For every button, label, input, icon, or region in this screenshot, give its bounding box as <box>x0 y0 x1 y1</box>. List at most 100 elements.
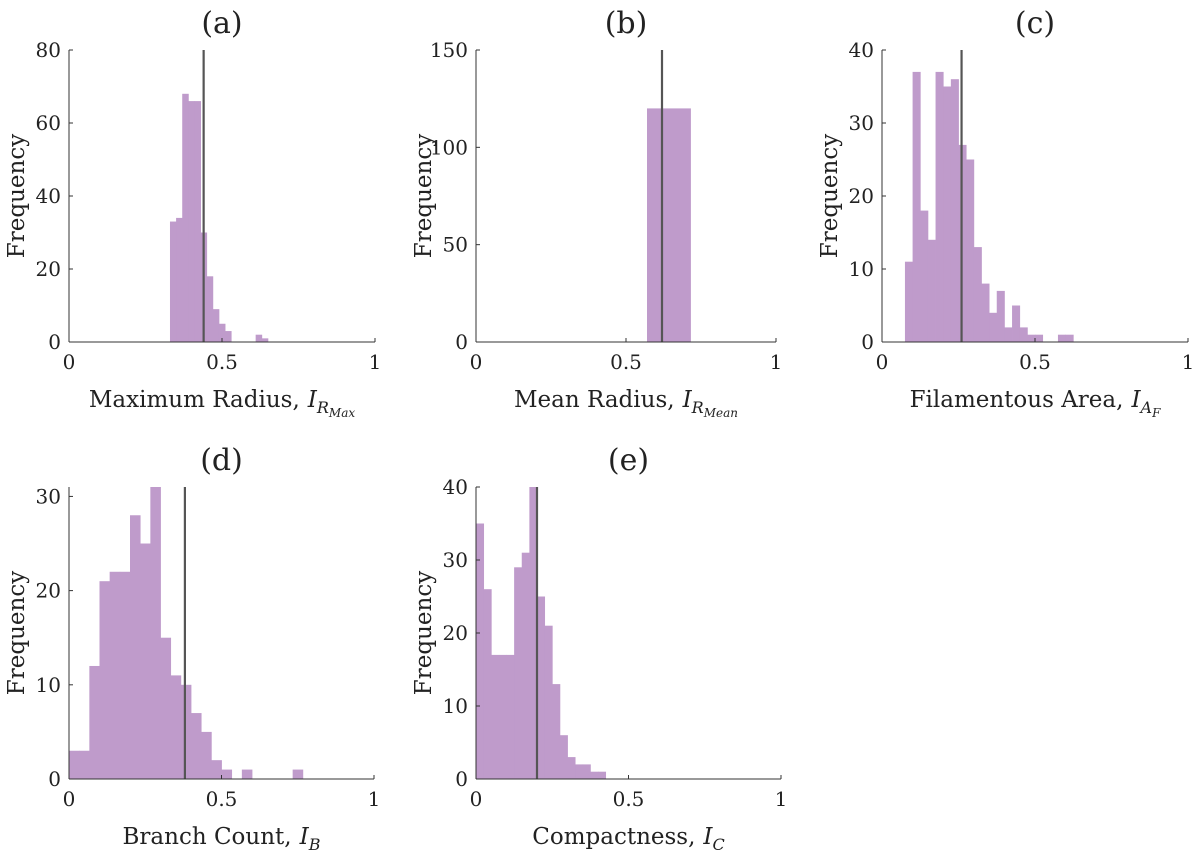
y-tick-label: 10 <box>36 673 61 697</box>
y-tick-label: 0 <box>455 330 468 354</box>
x-axis-label-subscript: A <box>1139 398 1153 417</box>
x-axis-label-symbol: I <box>702 824 713 850</box>
histogram-bar <box>575 764 584 779</box>
panel-a: 0 0.5 1 0 20 40 60 80 (a) Frequency Maximum Radius… <box>4 6 381 420</box>
y-tick-label: 40 <box>443 475 468 499</box>
histogram-bar <box>1057 334 1066 342</box>
x-tick-label: 0.5 <box>613 787 645 811</box>
y-tick-label: 20 <box>443 621 468 645</box>
x-tick-label: 0.5 <box>206 350 238 374</box>
histogram-bar <box>506 654 515 779</box>
histogram-bar <box>89 665 100 779</box>
histogram-bar <box>150 487 161 779</box>
chart-title: (a) <box>201 6 242 41</box>
histogram-bar <box>552 684 561 779</box>
chart-title: (c) <box>1015 6 1055 41</box>
x-axis-label: Branch Count, IB <box>123 824 321 852</box>
x-axis-label: Maximum Radius, IRMax <box>89 387 355 420</box>
histogram-bar <box>996 290 1005 342</box>
y-tick-label: 0 <box>861 330 874 354</box>
x-axis-label-subsubscript: Max <box>328 406 355 420</box>
x-tick-label: 0.5 <box>610 350 642 374</box>
histogram-bar <box>1065 334 1074 342</box>
y-tick-label: 40 <box>36 184 61 208</box>
histogram-bar <box>212 309 220 342</box>
x-tick-label: 0 <box>63 350 76 374</box>
histogram-bar <box>194 101 201 342</box>
histogram-bar <box>912 71 921 343</box>
histogram-bar <box>559 735 568 779</box>
x-axis-label-subscript: R <box>691 398 704 417</box>
y-tick-label: 30 <box>849 111 874 135</box>
histogram-bar <box>966 159 975 342</box>
x-tick-label: 1 <box>1182 350 1193 374</box>
y-tick-label: 150 <box>430 38 468 62</box>
histogram-bar <box>218 323 226 342</box>
histogram-bar <box>498 654 507 779</box>
x-axis-label-subscript: B <box>308 835 321 852</box>
x-axis-label-subscript: C <box>713 835 725 852</box>
histogram-bar <box>206 276 214 342</box>
x-axis-label: Filamentous Area, IAF <box>910 387 1162 420</box>
y-axis-label: Frequency <box>411 571 437 695</box>
x-axis-label-symbol: I <box>307 387 318 413</box>
y-tick-label: 0 <box>48 330 61 354</box>
y-tick-label: 10 <box>443 694 468 718</box>
x-axis-label-symbol: I <box>299 824 310 850</box>
histogram-bar <box>130 515 141 779</box>
histogram-bar <box>169 221 177 342</box>
x-tick-label: 0.5 <box>206 787 238 811</box>
histogram-bar <box>140 543 151 779</box>
x-tick-label: 0 <box>470 350 483 374</box>
histogram-bar <box>598 771 607 779</box>
y-tick-label: 30 <box>443 548 468 572</box>
histogram-bar <box>989 312 998 342</box>
y-tick-label: 20 <box>849 184 874 208</box>
histogram-bar <box>514 567 523 779</box>
y-tick-label: 80 <box>36 38 61 62</box>
y-tick-label: 30 <box>36 484 61 508</box>
y-tick-label: 50 <box>443 233 468 257</box>
histogram-bar <box>241 769 253 779</box>
histogram-bar <box>537 596 546 779</box>
histogram-bar <box>981 283 990 342</box>
histogram-bar <box>1004 327 1013 342</box>
histogram-bar <box>109 571 121 779</box>
x-tick-label: 1 <box>770 350 783 374</box>
histogram-bar <box>180 684 192 779</box>
chart-title: (d) <box>200 443 243 478</box>
x-tick-label: 0 <box>470 787 483 811</box>
histogram-bar <box>292 769 304 779</box>
histogram-bar <box>950 79 959 342</box>
histogram-bar <box>225 331 232 342</box>
histogram-bar <box>1019 327 1028 342</box>
x-axis-label-subsubscript: F <box>1151 406 1161 420</box>
x-tick-label: 1 <box>368 787 381 811</box>
histogram-bar <box>904 261 913 342</box>
x-axis-label-subsubscript: Mean <box>703 406 738 420</box>
histogram-bar <box>170 675 182 779</box>
histogram-bar <box>647 108 691 343</box>
histogram-bar <box>544 625 553 779</box>
y-tick-label: 60 <box>36 111 61 135</box>
chart-title: (e) <box>608 443 649 478</box>
x-tick-label: 0.5 <box>1019 350 1051 374</box>
histogram-bar <box>160 637 172 779</box>
histogram-bar <box>590 771 599 779</box>
y-tick-label: 10 <box>849 257 874 281</box>
histogram-bar <box>1035 334 1044 342</box>
histogram-bar <box>188 101 195 342</box>
histogram-bar <box>211 760 222 779</box>
histogram-bar <box>529 487 538 779</box>
y-tick-label: 100 <box>430 135 468 159</box>
histogram-bar <box>221 769 233 779</box>
y-axis-label: Frequency <box>4 134 30 258</box>
x-axis-label-text: Filamentous Area, <box>910 387 1124 413</box>
histogram-bar <box>920 210 929 342</box>
x-axis-label-symbol: I <box>682 387 693 413</box>
histogram-bar <box>69 750 80 779</box>
histogram-bar <box>491 654 500 779</box>
